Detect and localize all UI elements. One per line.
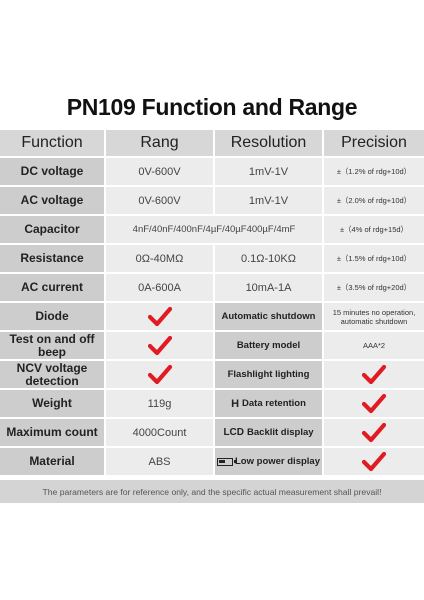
feature-label: Weight [0,390,104,417]
header-precision: Precision [324,130,424,156]
header-resolution: Resolution [215,130,322,156]
feature-name: LCD Backlit display [215,419,322,446]
row-range: 4nF/40nF/400nF/4µF/40µF400µF/4mF [106,216,322,243]
row-precision: ±（1.2% of rdg+10d） [324,158,424,185]
h-icon: H [231,397,240,410]
row-function: Resistance [0,245,104,272]
feature-detail [324,448,424,475]
check-icon [147,335,172,355]
feature-name: H Data retention [215,390,322,417]
row-function: AC current [0,274,104,301]
feature-name-label: Low power display [235,456,320,467]
feature-name-label: Data retention [242,398,306,409]
row-function: AC voltage [0,187,104,214]
feature-value: 119g [106,390,213,417]
feature-label: Maximum count [0,419,104,446]
row-precision: ±（2.0% of rdg+10d） [324,187,424,214]
feature-detail: 15 minutes no operation, automatic shutd… [324,303,424,330]
header-function: Function [0,130,104,156]
check-icon [147,306,172,326]
row-resolution: 1mV-1V [215,158,322,185]
feature-detail [324,361,424,388]
row-resolution: 0.1Ω-10KΩ [215,245,322,272]
feature-row: Material ABS Low power display [0,448,424,475]
table-row: AC voltage 0V-600V 1mV-1V ±（2.0% of rdg+… [0,187,424,214]
feature-label: Test on and off beep [0,332,104,359]
feature-name: Flashlight lighting [215,361,322,388]
table-row: Capacitor 4nF/40nF/400nF/4µF/40µF400µF/4… [0,216,424,243]
feature-row: Weight 119g H Data retention [0,390,424,417]
feature-row: Maximum count 4000Count LCD Backlit displ… [0,419,424,446]
table-header-row: Function Rang Resolution Precision [0,130,424,156]
check-icon [362,451,386,471]
feature-value [106,332,213,359]
feature-value: 4000Count [106,419,213,446]
feature-value [106,361,213,388]
feature-detail: AAA*2 [324,332,424,359]
feature-name: Automatic shutdown [215,303,322,330]
feature-detail [324,390,424,417]
table-row: AC current 0A-600A 10mA-1A ±（3.5% of rdg… [0,274,424,301]
feature-detail [324,419,424,446]
table-row: Resistance 0Ω-40MΩ 0.1Ω-10KΩ ±（1.5% of r… [0,245,424,272]
check-icon [362,393,386,413]
battery-icon [217,457,236,466]
feature-name: Low power display [215,448,322,475]
feature-label: Material [0,448,104,475]
check-icon [147,364,172,384]
row-range: 0V-600V [106,158,213,185]
check-icon [362,422,386,442]
row-precision: ±（1.5% of rdg+10d） [324,245,424,272]
row-range: 0V-600V [106,187,213,214]
check-icon [362,364,386,384]
row-range: 0A-600A [106,274,213,301]
row-range: 0Ω-40MΩ [106,245,213,272]
lcd-icon: LCD [223,427,245,438]
row-precision: ±（3.5% of rdg+20d） [324,274,424,301]
feature-label: Diode [0,303,104,330]
row-function: DC voltage [0,158,104,185]
feature-row: Test on and off beep Battery model AAA*2 [0,332,424,359]
header-range: Rang [106,130,213,156]
footer-note: The parameters are for reference only, a… [0,480,424,503]
row-function: Capacitor [0,216,104,243]
feature-label: NCV voltage detection [0,361,104,388]
feature-value: ABS [106,448,213,475]
row-precision: ±（4% of rdg+15d） [324,216,424,243]
row-resolution: 10mA-1A [215,274,322,301]
feature-name: Battery model [215,332,322,359]
feature-value [106,303,213,330]
feature-row: NCV voltage detection Flashlight lightin… [0,361,424,388]
feature-row: Diode Automatic shutdown 15 minutes no o… [0,303,424,330]
row-resolution: 1mV-1V [215,187,322,214]
table-row: DC voltage 0V-600V 1mV-1V ±（1.2% of rdg+… [0,158,424,185]
feature-name-label: Backlit display [247,427,314,438]
page-title: PN109 Function and Range [66,94,358,120]
